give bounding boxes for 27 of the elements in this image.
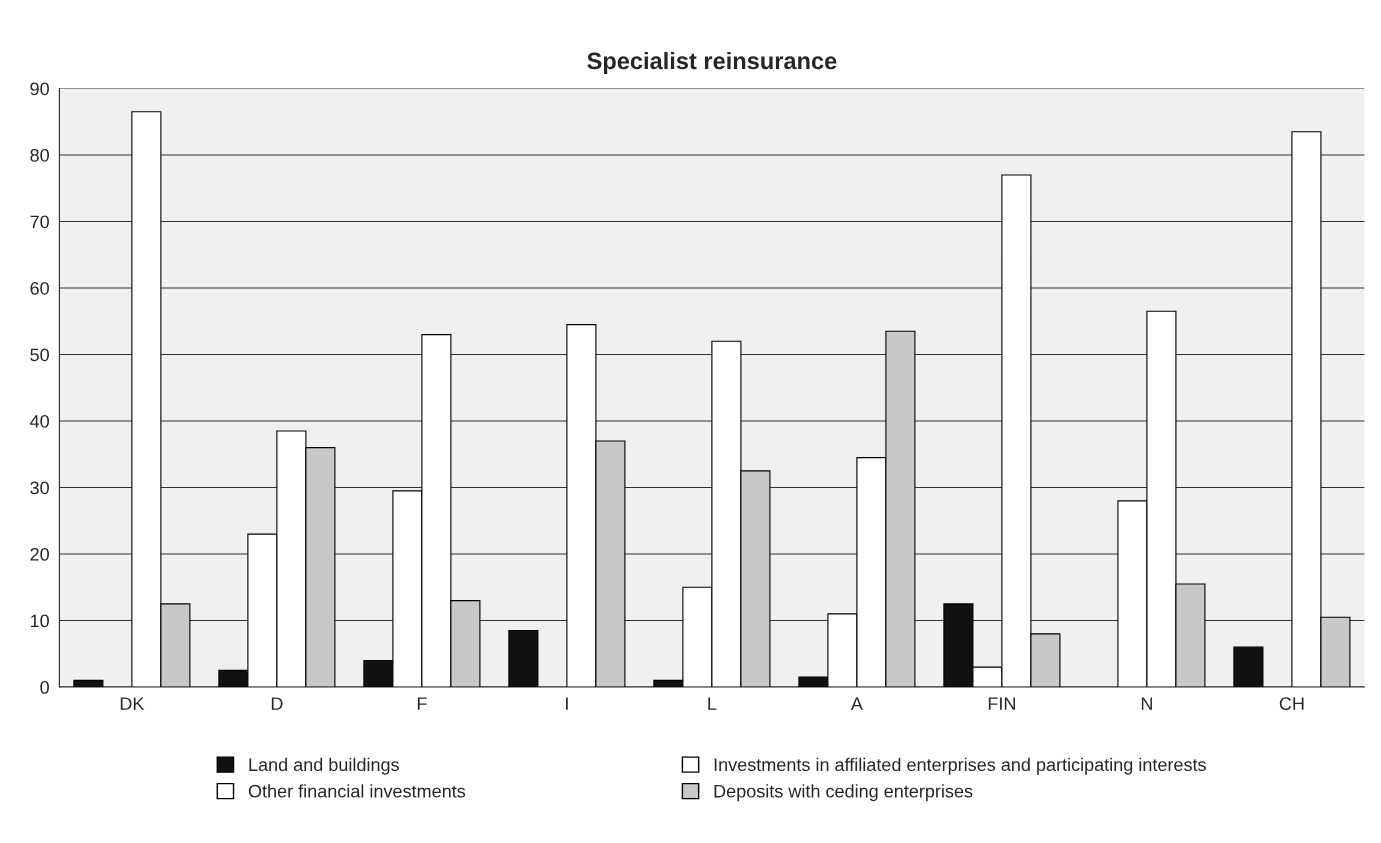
y-tick-label: 80: [30, 148, 49, 162]
y-tick-label: 0: [40, 680, 49, 694]
y-tick-label: 30: [30, 481, 49, 495]
x-tick-label: D: [271, 697, 283, 710]
bar: [1233, 646, 1264, 688]
y-tick-label: 70: [30, 215, 49, 229]
chart-title: Specialist reinsurance: [587, 51, 837, 74]
legend-label: Land and buildings: [249, 757, 399, 775]
y-tick-label: 40: [29, 414, 49, 428]
y-tick-label: 90: [30, 82, 49, 96]
x-tick-label: N: [1141, 697, 1152, 710]
x-tick-label: F: [417, 697, 427, 710]
x-tick-label: DK: [120, 697, 145, 710]
y-tick-label: 50: [30, 348, 49, 362]
bar: [73, 679, 104, 688]
y-tick-label: 10: [30, 614, 49, 628]
y-tick-label: 20: [30, 547, 49, 561]
x-tick-label: A: [850, 697, 863, 710]
y-tick-label: 60: [30, 281, 49, 295]
legend-label: Deposits with ceding enterprises: [714, 784, 973, 802]
x-tick-label: L: [708, 697, 717, 710]
x-tick-label: I: [566, 697, 568, 710]
x-tick-label: CH: [1279, 697, 1304, 711]
x-tick-label: FIN: [988, 697, 1015, 710]
bar: [508, 629, 539, 688]
legend-label: Other financial investments: [248, 784, 466, 798]
legend-label: Investments in affiliated enterprises and participating interests: [714, 757, 1206, 775]
